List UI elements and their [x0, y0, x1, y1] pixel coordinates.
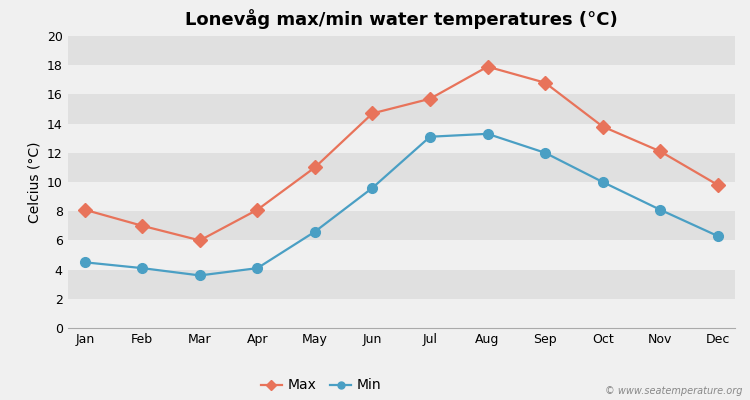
Bar — [68, 270, 735, 299]
Bar — [68, 94, 735, 124]
Bar — [68, 182, 735, 211]
Bar — [68, 211, 735, 240]
Y-axis label: Celcius (°C): Celcius (°C) — [27, 141, 41, 223]
Bar — [68, 65, 735, 94]
Legend: Max, Min: Max, Min — [256, 373, 387, 398]
Bar — [68, 299, 735, 328]
Bar — [68, 240, 735, 270]
Bar — [68, 36, 735, 65]
Title: Lonevåg max/min water temperatures (°C): Lonevåg max/min water temperatures (°C) — [184, 9, 618, 29]
Bar — [68, 124, 735, 153]
Bar — [68, 153, 735, 182]
Text: © www.seatemperature.org: © www.seatemperature.org — [605, 386, 742, 396]
